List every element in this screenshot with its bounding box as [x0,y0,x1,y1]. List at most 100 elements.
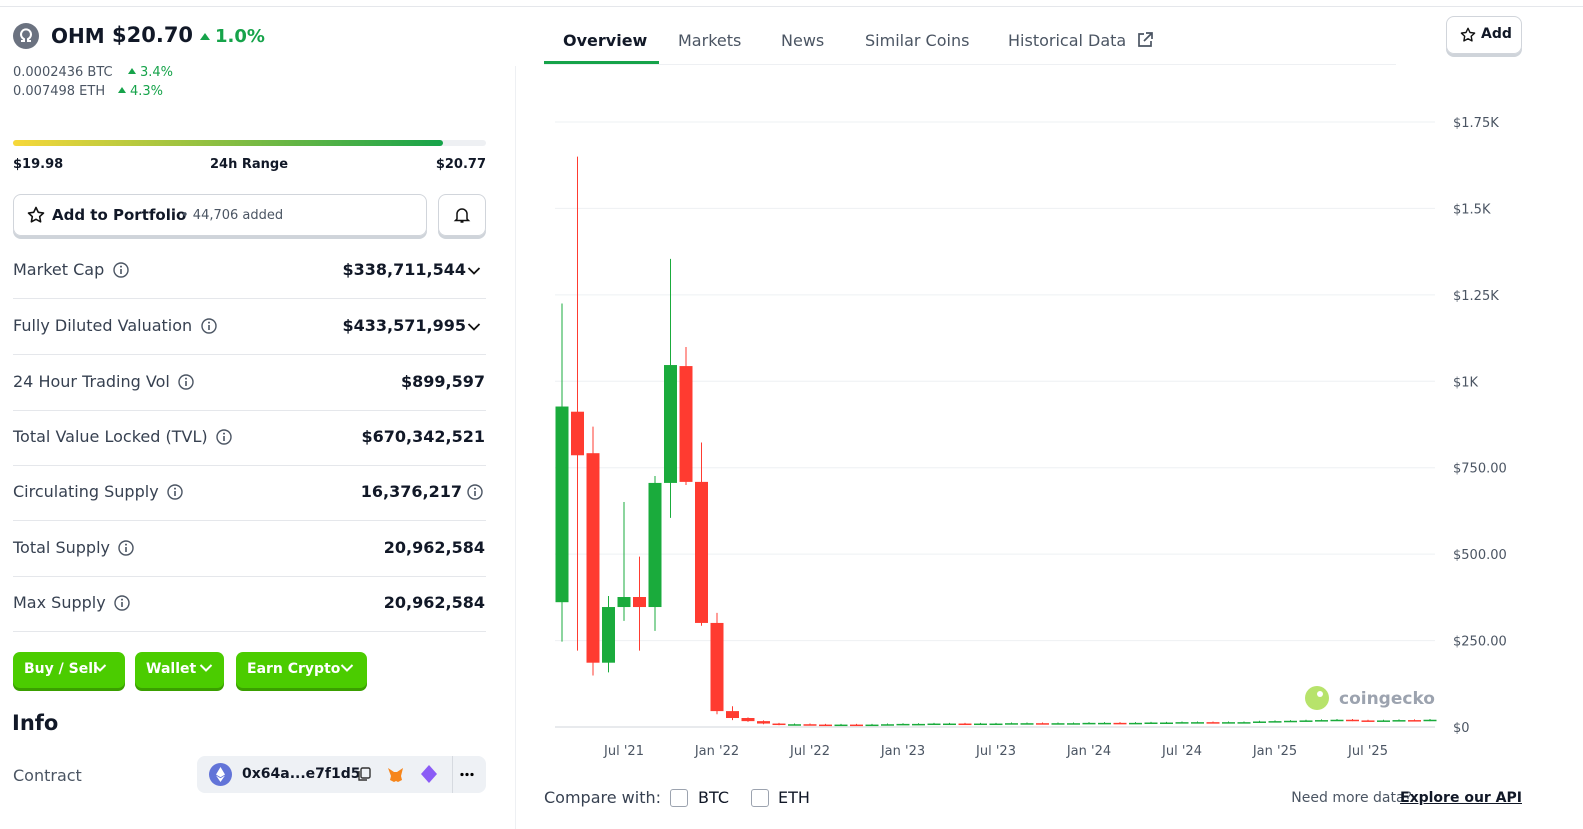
candle-body [1315,720,1328,722]
y-tick-label: $750.00 [1453,462,1507,477]
tabs-border [544,64,1396,65]
candle-body [788,724,801,726]
candle-body [1206,722,1220,724]
candle-body [1299,720,1313,722]
btc-price: 0.0002436 BTC [13,65,113,80]
row-separator [13,465,486,466]
add-to-portfolio[interactable]: Add to Portfolio • 44,706 added [13,194,427,236]
x-tick-label: Jul '23 [975,744,1016,759]
candle-body [1346,719,1359,722]
candle-body [943,723,956,726]
tab-historical[interactable]: Historical Data [1008,31,1127,50]
candle-body [881,724,894,726]
x-tick-label: Jan '22 [694,744,739,759]
candle-body [1392,720,1406,722]
range-low: $19.98 [13,157,64,172]
chevron-icon[interactable] [467,266,481,276]
stat-label: Max Supply [13,593,106,612]
contract-box[interactable]: 0x64a...e7f1d5 [197,756,486,793]
stat-value: $899,597 [400,372,485,391]
candle-body [1268,721,1282,723]
y-tick-label: $1.75K [1453,116,1499,131]
tab-news[interactable]: News [781,31,825,50]
wallet-button[interactable]: Wallet [135,652,224,688]
x-tick-label: Jul '22 [789,744,830,759]
stat-label: Market Cap [13,260,105,279]
portfolio-count: • 44,706 added [181,208,284,223]
add-label: Add [1481,26,1512,42]
candle-body [1129,722,1142,725]
price: $20.70 [112,23,194,47]
tab-markets[interactable]: Markets [678,31,742,50]
contract-address: 0x64a...e7f1d5 [242,766,361,782]
stat-label: Total Supply [13,538,110,557]
row-separator [13,631,486,632]
chevron-icon [199,664,213,672]
api-link[interactable]: Explore our API [1400,790,1522,806]
x-tick-label: Jul '24 [1161,744,1202,759]
buy-sell-button[interactable]: Buy / Sell [13,652,125,688]
candle-body [772,723,786,726]
btc-change: 3.4% [128,65,173,80]
info-icon[interactable] [114,595,130,611]
candle-body [1005,723,1018,725]
candle-body [648,482,662,608]
row-separator [13,520,486,521]
external-icon [1138,32,1153,47]
btc-checkbox[interactable] [670,789,688,807]
candle-body [1067,723,1080,725]
stat-value: $433,571,995 [342,316,466,335]
y-tick-label: $1.25K [1453,289,1499,304]
candle-body [865,724,879,727]
stat-value: 16,376,217 [360,482,462,501]
candle-body [912,723,925,726]
alert-button[interactable] [438,194,486,236]
candle-body [1160,722,1173,725]
info-icon[interactable] [118,540,134,556]
tab-similar[interactable]: Similar Coins [865,31,970,50]
row-separator [13,298,486,299]
candle-body [927,723,941,726]
stat-label: Total Value Locked (TVL) [13,427,208,446]
info-icon[interactable] [467,484,483,500]
wallet-icon[interactable] [419,764,439,784]
info-icon[interactable] [178,374,194,390]
watermark: coingecko [1339,689,1435,709]
compare-btc[interactable]: BTC [698,788,729,807]
stat-value: 20,962,584 [383,593,485,612]
y-tick-label: $1.5K [1453,202,1491,217]
price-change: 1.0% [200,26,265,47]
chevron-icon [93,664,107,672]
candle-body [1253,721,1266,723]
y-tick-label: $500.00 [1453,548,1507,563]
more-icon[interactable] [460,772,474,777]
candle-body [602,607,615,663]
info-icon[interactable] [201,318,217,334]
candle-body [819,724,832,727]
candle-body [1423,719,1437,722]
divider [515,66,516,829]
x-tick-label: Jan '23 [880,744,925,759]
info-title: Info [12,711,59,735]
info-icon[interactable] [167,484,183,500]
compare-eth[interactable]: ETH [778,788,810,807]
button-label: Wallet [146,661,197,677]
info-icon[interactable] [113,262,129,278]
add-button[interactable]: Add [1446,16,1522,54]
stat-value: 20,962,584 [383,538,485,557]
candle-body [1284,720,1297,723]
chevron-icon[interactable] [467,322,481,332]
candle-body [571,411,584,456]
row-separator [13,410,486,411]
metamask-icon[interactable] [386,765,405,784]
copy-icon[interactable] [357,767,372,782]
candle-body [695,481,708,623]
candle-body [989,723,1003,726]
eth-checkbox[interactable] [751,789,769,807]
info-icon[interactable] [216,429,232,445]
candle-body [726,711,739,719]
candle-body [834,724,848,727]
tab-overview[interactable]: Overview [563,31,648,50]
candle-body [679,366,693,482]
candle-body [1377,720,1390,722]
